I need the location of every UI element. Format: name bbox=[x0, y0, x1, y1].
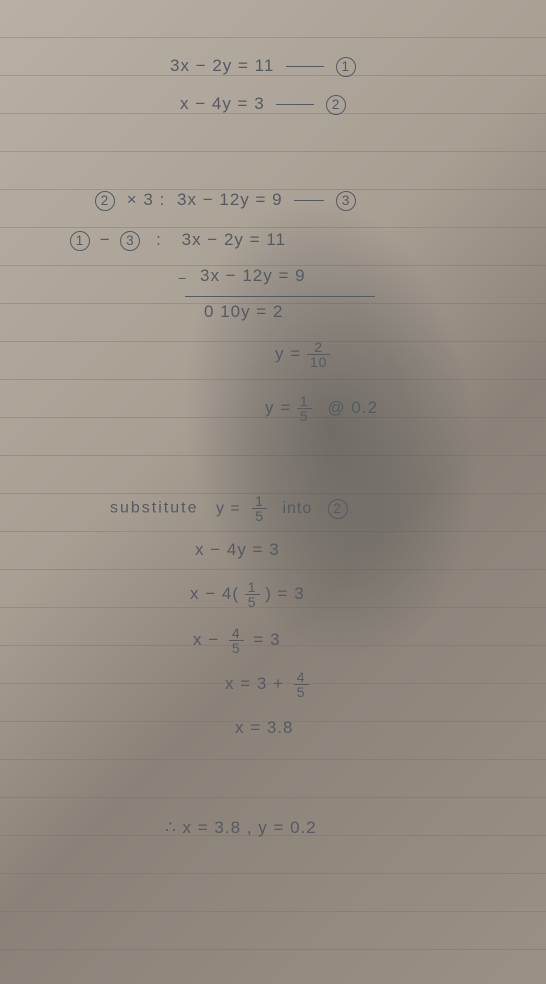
equation-2: x − 4y = 3 2 bbox=[180, 94, 346, 115]
s3-post: = 3 bbox=[253, 630, 280, 649]
eq1-text: 3x − 2y = 11 bbox=[170, 56, 274, 75]
frac-den: 5 bbox=[245, 595, 260, 609]
final-answer: ∴ x = 3.8 , y = 0.2 bbox=[165, 818, 317, 838]
label-circle-1b: 1 bbox=[70, 231, 90, 251]
colon: : bbox=[156, 230, 162, 249]
frac-den: 5 bbox=[252, 509, 267, 523]
label-circle-1: 1 bbox=[336, 57, 356, 77]
s5-text: x = 3.8 bbox=[235, 718, 294, 737]
subst-mid: y = bbox=[216, 500, 241, 517]
subst-into: into bbox=[282, 500, 312, 517]
frac-den: 5 bbox=[294, 685, 309, 699]
step-subtract-header: 1 − 3 : 3x − 2y = 11 bbox=[70, 230, 286, 251]
mult-text: 3x − 12y = 9 bbox=[177, 190, 283, 209]
fraction-4-5b: 4 5 bbox=[294, 670, 309, 699]
minus: − bbox=[100, 230, 111, 249]
label-circle-3b: 3 bbox=[120, 231, 140, 251]
equation-1: 3x − 2y = 11 1 bbox=[170, 56, 356, 77]
fraction-1-5b: 1 5 bbox=[252, 494, 267, 523]
step-subtract-row2: − 3x − 12y = 9 bbox=[200, 266, 306, 286]
fraction-1-5c: 1 5 bbox=[245, 580, 260, 609]
subtraction-rule bbox=[185, 296, 375, 297]
sub-row3: 0 10y = 2 bbox=[204, 302, 283, 321]
s1-text: x − 4y = 3 bbox=[195, 540, 280, 559]
eq2-text: x − 4y = 3 bbox=[180, 94, 265, 113]
s3-pre: x − bbox=[193, 630, 219, 649]
step-multiply: 2 × 3 : 3x − 12y = 9 3 bbox=[95, 190, 356, 211]
solve-step-5: x = 3.8 bbox=[235, 718, 294, 738]
solve-step-2: x − 4( 1 5 ) = 3 bbox=[190, 580, 305, 609]
frac-den: 5 bbox=[229, 641, 244, 655]
frac-den: 10 bbox=[307, 355, 331, 369]
s4-pre: x = 3 + bbox=[225, 674, 284, 693]
y-fraction-2: y = 1 5 @ 0.2 bbox=[265, 394, 378, 423]
subst-word: substitute bbox=[110, 500, 198, 517]
step-subtract-row3: 0 10y = 2 bbox=[204, 302, 283, 322]
lined-paper: 3x − 2y = 11 1 x − 4y = 3 2 2 × 3 : 3x −… bbox=[0, 0, 546, 984]
solve-step-4: x = 3 + 4 5 bbox=[225, 670, 309, 699]
dash-icon bbox=[276, 104, 314, 105]
solve-step-3: x − 4 5 = 3 bbox=[193, 626, 281, 655]
sub-row2: 3x − 12y = 9 bbox=[200, 266, 306, 285]
fraction-1-5: 1 5 bbox=[297, 394, 312, 423]
answer-text: ∴ x = 3.8 , y = 0.2 bbox=[165, 818, 317, 837]
frac-num: 1 bbox=[297, 394, 312, 409]
s2-post: ) = 3 bbox=[265, 584, 305, 603]
frac-den: 5 bbox=[297, 409, 312, 423]
yfrac1-lhs: y = bbox=[275, 344, 301, 363]
minus-prefix: − bbox=[178, 270, 187, 286]
s2-pre: x − 4( bbox=[190, 584, 239, 603]
label-circle-2c: 2 bbox=[328, 499, 348, 519]
frac-num: 1 bbox=[252, 494, 267, 509]
dash-icon bbox=[294, 200, 324, 201]
y-fraction-1: y = 2 10 bbox=[275, 340, 330, 369]
fraction-4-5: 4 5 bbox=[229, 626, 244, 655]
yfrac2-tail: @ 0.2 bbox=[327, 398, 378, 417]
solve-step-1: x − 4y = 3 bbox=[195, 540, 280, 560]
mult-op: × 3 : bbox=[127, 190, 166, 209]
frac-num: 4 bbox=[294, 670, 309, 685]
label-circle-2: 2 bbox=[326, 95, 346, 115]
sub-row1: 3x − 2y = 11 bbox=[182, 230, 286, 249]
label-circle-3: 3 bbox=[336, 191, 356, 211]
frac-num: 4 bbox=[229, 626, 244, 641]
frac-num: 2 bbox=[307, 340, 331, 355]
fraction-2-10: 2 10 bbox=[307, 340, 331, 369]
yfrac2-lhs: y = bbox=[265, 398, 291, 417]
hand-shadow bbox=[138, 161, 541, 820]
label-circle-2b: 2 bbox=[95, 191, 115, 211]
substitute-line: substitute y = 1 5 into 2 bbox=[110, 494, 348, 523]
dash-icon bbox=[286, 66, 324, 67]
frac-num: 1 bbox=[245, 580, 260, 595]
